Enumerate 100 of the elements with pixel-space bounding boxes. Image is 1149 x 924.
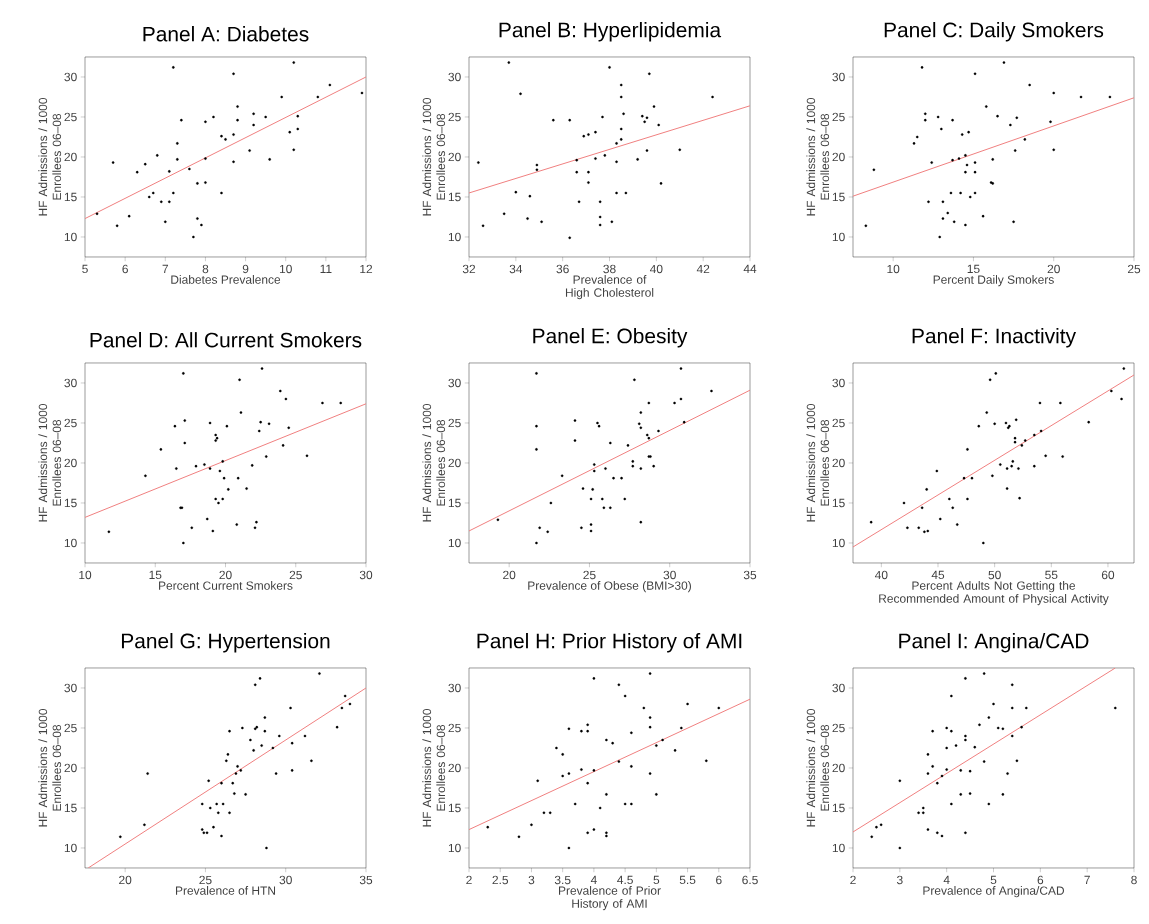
- x-tick-label: 2.5: [492, 875, 509, 885]
- y-tick-label: 20: [448, 763, 461, 773]
- y-axis-title: HF Admissions / 1000 Enrollees 06–08: [422, 404, 446, 522]
- chart-title: Panel I: Angina/CAD: [899, 632, 1089, 653]
- x-tick-label: 44: [743, 264, 757, 273]
- x-tick-label: 3: [528, 875, 535, 885]
- x-tick-label: 5: [653, 875, 660, 885]
- y-tick-label: 10: [448, 843, 461, 853]
- y-tick-label: 10: [64, 843, 77, 853]
- x-tick-label: 5.5: [679, 875, 696, 885]
- x-tick-label: 25: [289, 570, 302, 580]
- x-tick-label: 6.5: [742, 875, 758, 885]
- y-tick-label: 15: [448, 192, 461, 202]
- x-axis-title: Prevalence of Obese (BMI>30): [528, 581, 691, 593]
- x-tick-label: 20: [219, 570, 232, 580]
- y-tick-label: 20: [64, 458, 77, 468]
- x-tick-label: 15: [967, 264, 980, 274]
- x-tick-label: 20: [1047, 264, 1060, 274]
- x-tick-label: 32: [462, 264, 476, 274]
- x-tick-label: 5: [82, 264, 88, 274]
- y-tick-label: 25: [832, 723, 845, 733]
- y-tick-label: 30: [64, 378, 77, 388]
- y-tick-label: 30: [64, 72, 77, 82]
- y-tick-label: 30: [832, 378, 845, 388]
- y-axis-title: HF Admissions / 1000 Enrollees 06–08: [38, 98, 62, 216]
- x-tick-label: 35: [359, 875, 373, 885]
- y-tick-label: 20: [832, 763, 845, 773]
- y-tick-label: 20: [448, 152, 461, 162]
- x-tick-label: 4: [590, 875, 597, 884]
- x-tick-label: 25: [583, 570, 596, 580]
- y-tick-label: 25: [64, 723, 77, 733]
- y-tick-label: 10: [832, 538, 845, 548]
- y-axis-title: HF Admissions / 1000 Enrollees 06–08: [806, 404, 830, 522]
- x-tick-label: 38: [603, 264, 616, 274]
- x-tick-label: 20: [119, 875, 132, 885]
- x-tick-label: 7: [1084, 875, 1090, 884]
- chart-title: Panel D: All Current Smokers: [90, 332, 362, 348]
- x-tick-label: 2: [850, 875, 856, 885]
- x-tick-label: 7: [162, 264, 169, 273]
- x-tick-label: 12: [360, 264, 373, 274]
- x-tick-label: 10: [887, 264, 900, 274]
- x-tick-label: 30: [663, 570, 676, 580]
- x-tick-label: 40: [874, 570, 888, 580]
- x-tick-label: 45: [931, 570, 945, 580]
- x-tick-label: 9: [242, 264, 249, 274]
- y-tick-label: 10: [64, 538, 77, 548]
- x-tick-label: 30: [279, 875, 292, 885]
- y-tick-label: 25: [64, 112, 77, 122]
- x-tick-label: 10: [79, 570, 92, 580]
- y-tick-label: 20: [832, 152, 845, 162]
- chart-title: Panel C: Daily Smokers: [884, 21, 1104, 42]
- chart-title: Panel H: Prior History of AMI: [477, 632, 742, 653]
- x-tick-label: 8: [202, 264, 209, 274]
- x-axis-title: Percent Daily Smokers: [933, 275, 1054, 287]
- y-tick-label: 15: [832, 498, 845, 508]
- x-tick-label: 15: [149, 570, 162, 580]
- x-tick-label: 25: [199, 875, 212, 885]
- y-tick-label: 15: [448, 803, 461, 813]
- x-tick-label: 11: [320, 264, 332, 273]
- chart-title: Panel B: Hyperlipidemia: [499, 21, 722, 42]
- x-axis-title: Prevalence of Prior History of AMI: [559, 886, 661, 911]
- y-tick-label: 10: [448, 538, 461, 548]
- y-tick-label: 20: [64, 152, 77, 162]
- x-tick-label: 35: [743, 570, 757, 580]
- y-tick-label: 25: [448, 418, 461, 428]
- y-tick-label: 25: [832, 418, 845, 428]
- y-axis-title: HF Admissions / 1000 Enrollees 06–08: [806, 709, 830, 827]
- y-tick-label: 30: [448, 72, 461, 82]
- x-tick-label: 4.5: [617, 875, 633, 885]
- y-axis-title: HF Admissions / 1000 Enrollees 06–08: [38, 709, 62, 827]
- y-tick-label: 10: [64, 232, 77, 242]
- x-tick-label: 55: [1045, 570, 1058, 580]
- x-axis-title: Prevalence of Angina/CAD: [923, 886, 1065, 898]
- y-tick-label: 30: [832, 683, 845, 693]
- chart-title: Panel E: Obesity: [533, 327, 688, 348]
- y-tick-label: 20: [64, 763, 77, 773]
- y-tick-label: 30: [832, 72, 845, 82]
- x-axis-title: Prevalence of HTN: [175, 886, 276, 895]
- x-axis-title: Diabetes Prevalence: [171, 275, 281, 284]
- y-tick-label: 20: [832, 458, 845, 468]
- chart-title: Panel G: Hypertension: [121, 632, 330, 653]
- x-tick-label: 50: [988, 570, 1001, 580]
- x-tick-label: 6: [1037, 875, 1044, 885]
- chart-title: Panel A: Diabetes: [143, 26, 309, 42]
- x-tick-label: 3: [896, 875, 903, 885]
- x-tick-label: 3.5: [554, 875, 571, 885]
- y-tick-label: 25: [448, 723, 461, 733]
- y-tick-label: 10: [832, 843, 845, 853]
- x-tick-label: 10: [279, 264, 292, 274]
- y-axis-title: HF Admissions / 1000 Enrollees 06–08: [38, 404, 62, 522]
- x-tick-label: 2: [466, 875, 472, 885]
- x-axis-title: Percent Adults Not Getting the Recommended Amount of Physical Activity: [879, 581, 1109, 606]
- x-tick-label: 20: [503, 570, 516, 580]
- y-axis-title: HF Admissions / 1000 Enrollees 06–08: [806, 98, 830, 216]
- x-axis-title: Prevalence of High Cholesterol: [565, 275, 654, 300]
- y-tick-label: 30: [64, 683, 77, 693]
- y-tick-label: 15: [832, 192, 845, 202]
- y-tick-label: 25: [64, 418, 77, 428]
- x-tick-label: 60: [1101, 570, 1115, 580]
- y-tick-label: 10: [448, 232, 461, 242]
